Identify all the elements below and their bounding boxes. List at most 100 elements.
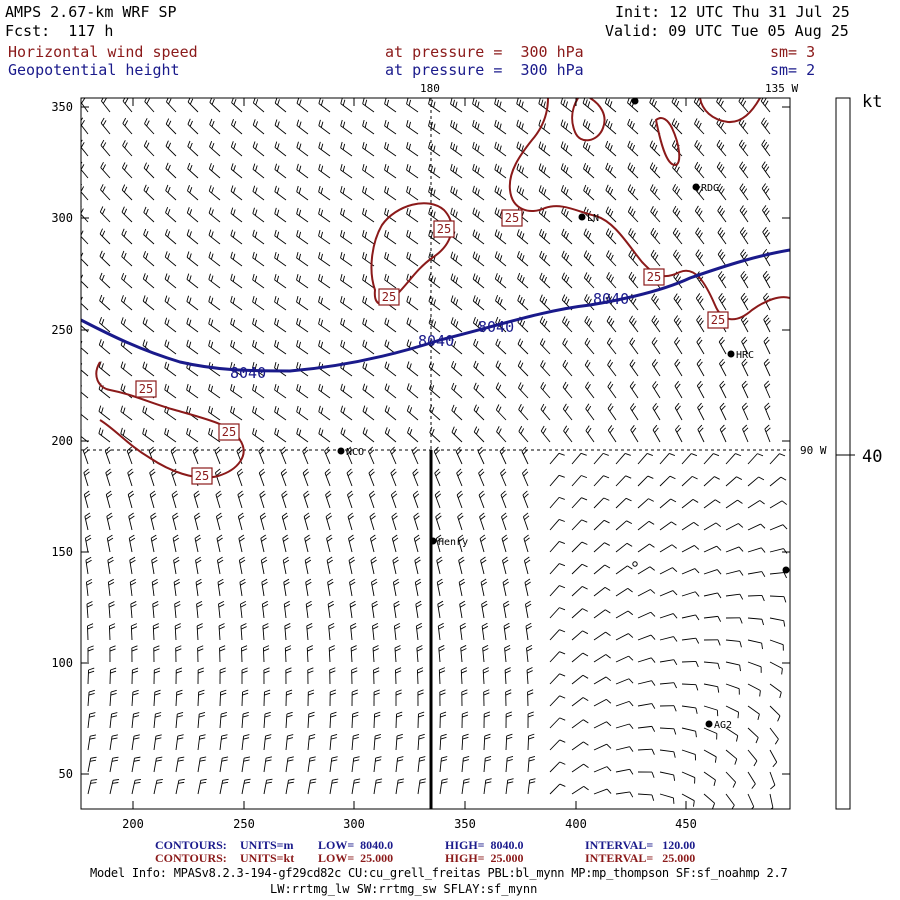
wind-barb-feather (605, 162, 609, 169)
wind-barb-feather (318, 274, 321, 281)
wind-barb-feather (761, 571, 766, 577)
wind-barb-feather (413, 449, 419, 455)
wind-barb-feather (362, 141, 365, 149)
wind-barb (329, 758, 333, 773)
wind-barb (406, 213, 419, 223)
wind-barb (415, 604, 419, 619)
wind-barb-feather (276, 319, 279, 326)
wind-barb (674, 341, 683, 355)
wind-barb-feather (741, 380, 747, 386)
wind-barb (351, 780, 355, 795)
wind-barb (526, 648, 529, 663)
wind-barb-feather (675, 361, 681, 367)
wind-barb-feather (698, 210, 703, 217)
wind-barb-feather (177, 734, 184, 737)
wind-barb-feather (130, 578, 136, 583)
wind-barb-feather (583, 272, 588, 279)
wind-barb (230, 168, 243, 179)
wind-barb-feather (762, 248, 768, 255)
wind-barb-feather (743, 427, 749, 433)
wind-barb-feather (86, 578, 92, 583)
wind-barb (306, 647, 309, 663)
wind-barb-feather (186, 273, 190, 280)
wind-barb (173, 582, 177, 597)
wind-barb-feather (177, 737, 184, 740)
wind-barb-feather (694, 568, 700, 574)
wind-barb-feather (372, 603, 378, 608)
wind-barb-feather (216, 512, 222, 517)
wind-barb-feather (652, 403, 657, 409)
wind-barb (252, 323, 265, 333)
wind-barb-feather (375, 733, 382, 737)
wind-barb (495, 278, 507, 289)
wind-barb-feather (362, 186, 365, 193)
wind-barb (739, 166, 749, 179)
wind-barb-feather (375, 759, 382, 762)
wind-barb-feather (353, 756, 360, 759)
wind-barb (637, 725, 652, 729)
wind-barb-feather (542, 362, 546, 369)
wind-speed-contours (95, 98, 790, 479)
wind-barb (697, 429, 705, 443)
wind-barb-feather (455, 277, 459, 284)
wind-barb (326, 538, 331, 553)
wind-barb (516, 169, 529, 179)
wind-barb (280, 472, 287, 487)
wind-barb-feather (477, 101, 480, 108)
wind-barb (327, 604, 331, 619)
wind-barb (429, 388, 441, 399)
wind-barb-feather (676, 427, 682, 433)
wind-barb-feather (494, 251, 498, 258)
wind-barb-feather (694, 591, 700, 597)
wind-barb (87, 780, 92, 795)
contours2-interval: INTERVAL= 25.000 (585, 851, 696, 865)
wind-barb-feather (539, 294, 543, 301)
wind-barb-feather (123, 252, 127, 259)
wind-barb (518, 431, 529, 443)
wind-barb (703, 727, 718, 734)
wind-barb-feather (584, 315, 588, 322)
wind-barb-feather (718, 98, 722, 105)
wind-barb-feather (408, 297, 412, 304)
wind-contour-label: 25 (501, 209, 523, 227)
wind-barb-feather (120, 427, 123, 434)
wind-barb-feather (674, 359, 679, 365)
wind-barb-feather (481, 622, 488, 627)
wind-barb (209, 146, 221, 157)
wind-barb-feather (286, 714, 293, 718)
wind-barb (517, 300, 529, 311)
wind-barb (120, 411, 133, 421)
wind-barb-feather (276, 407, 280, 414)
wind-barb-feather (392, 556, 399, 561)
wind-barb-feather (494, 141, 497, 148)
wind-barb-feather (155, 737, 162, 740)
wind-barb-feather (516, 119, 519, 126)
wind-barb-feather (517, 272, 521, 279)
wind-barb (694, 210, 705, 223)
wind-barb-feather (529, 781, 536, 784)
wind-barb (627, 146, 639, 157)
wind-barb (456, 494, 463, 509)
wind-barb-feather (362, 339, 365, 346)
wind-barb (479, 538, 485, 553)
wind-barb-feather (461, 670, 468, 674)
wind-barb-feather (414, 537, 421, 542)
wind-barb (362, 432, 375, 443)
wind-barb-feather (237, 490, 243, 495)
wind-barb (296, 102, 309, 113)
wind-barb-feather (318, 296, 321, 303)
wind-barb-feather (565, 427, 569, 434)
wind-barb (593, 453, 604, 465)
wind-barb-feather (85, 556, 92, 561)
wind-barb-feather (320, 187, 324, 194)
wind-barb (585, 386, 595, 399)
wind-barb-feather (714, 756, 717, 763)
wind-barb (362, 103, 375, 113)
wind-barb (186, 367, 199, 377)
wind-barb-feather (629, 769, 634, 775)
wind-barb (186, 323, 199, 333)
wind-barb (769, 793, 774, 808)
wind-barb-feather (739, 227, 745, 233)
wind-barb (217, 560, 221, 575)
wind-barb-feather (151, 559, 158, 564)
